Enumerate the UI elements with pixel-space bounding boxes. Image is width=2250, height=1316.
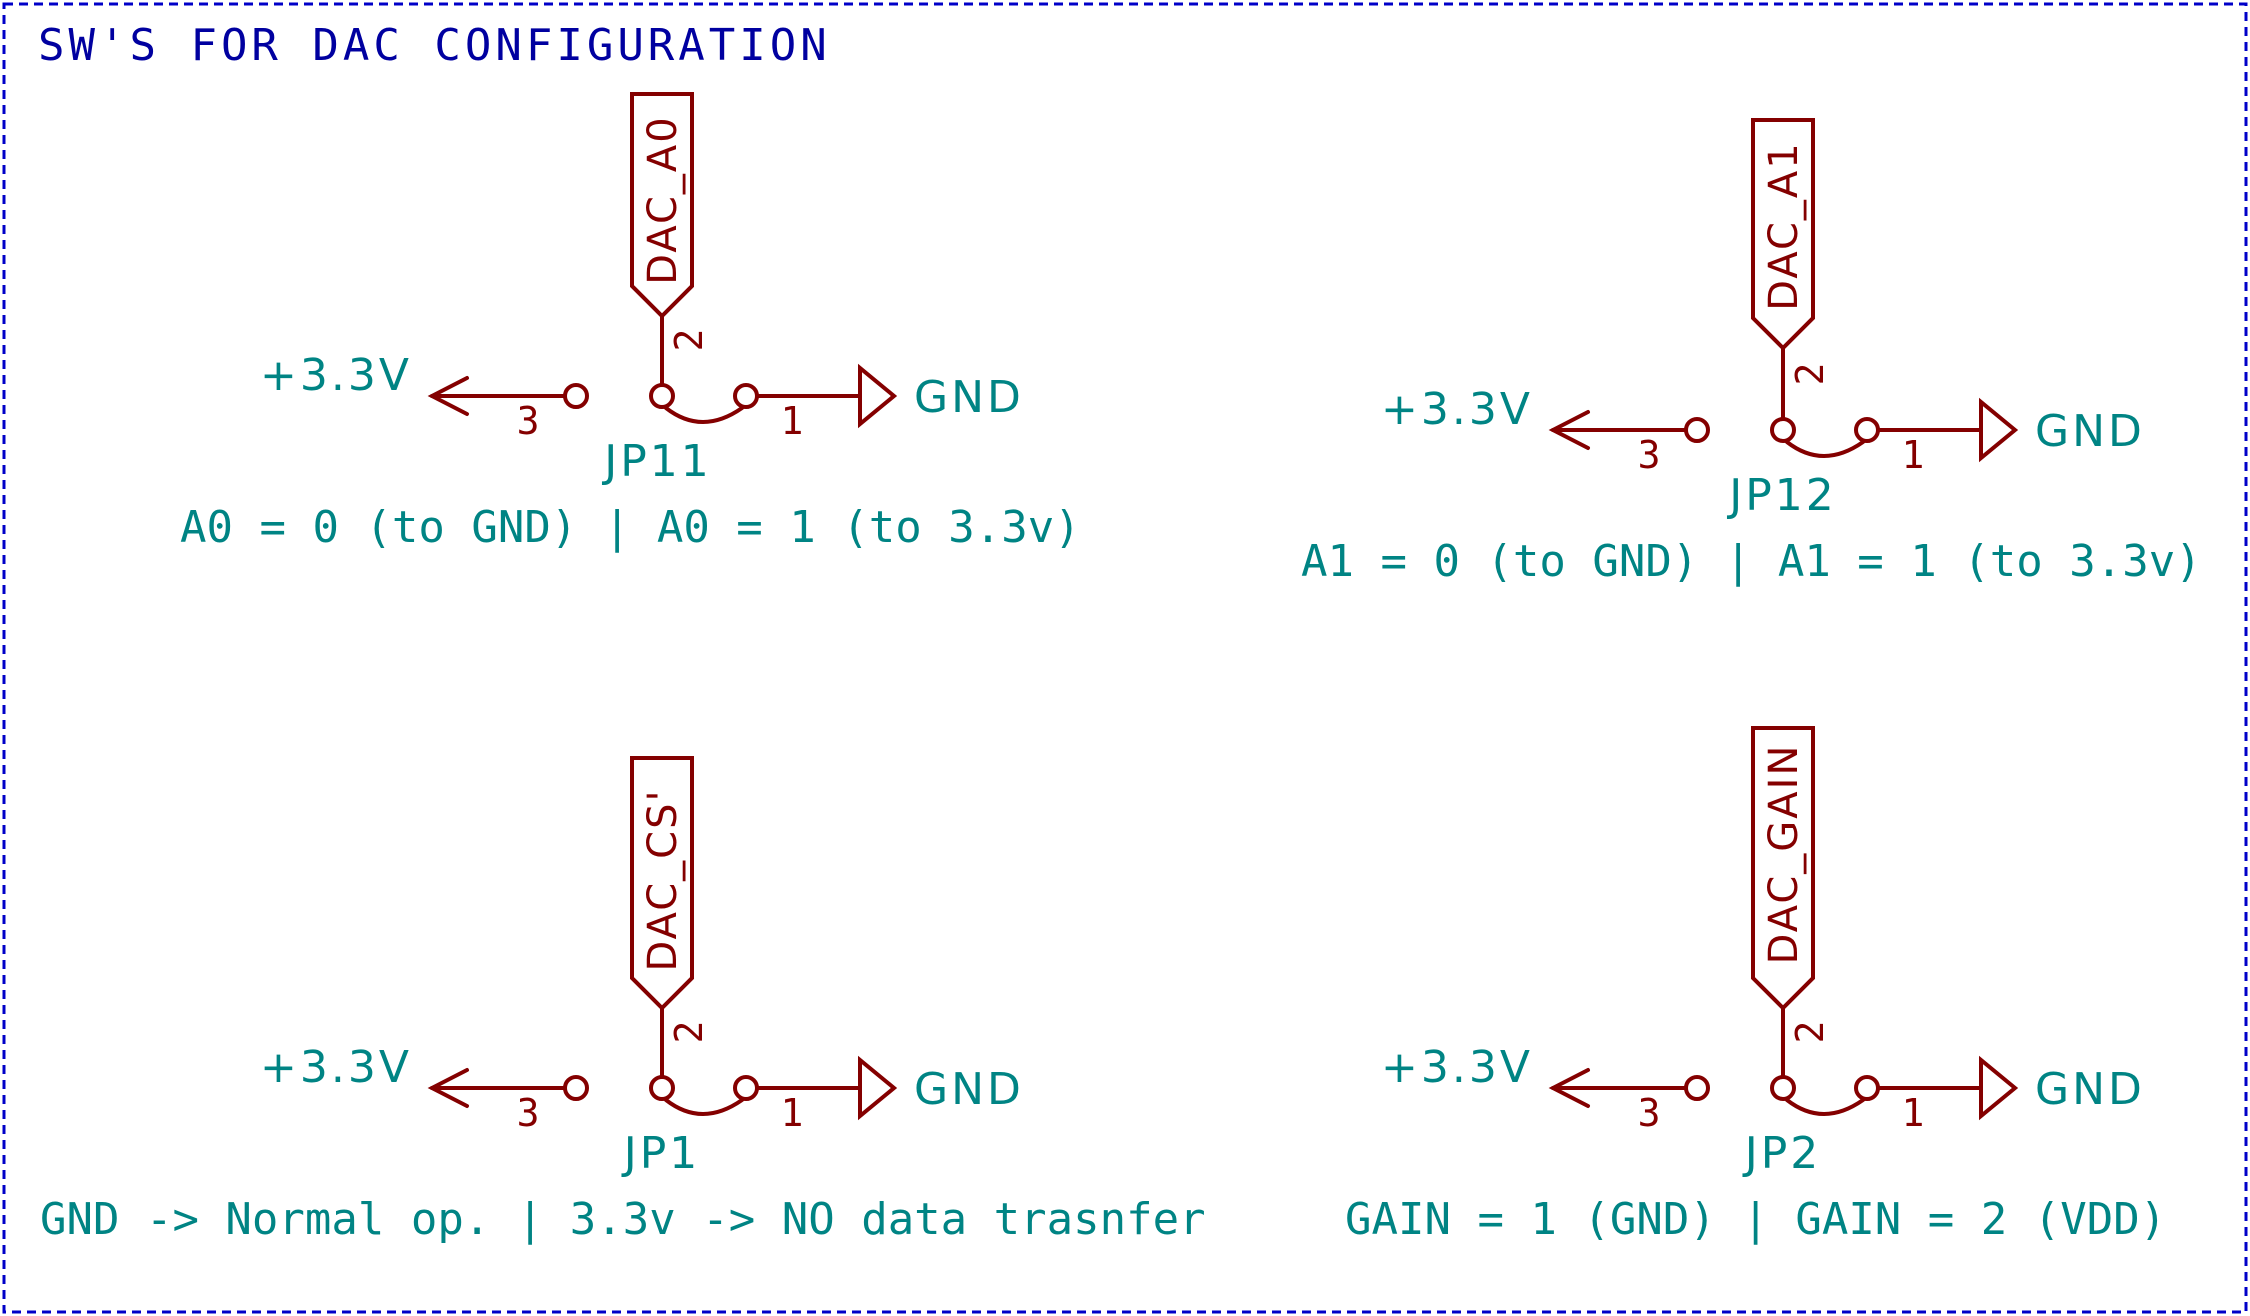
- pin1-number: 1: [1902, 1091, 1925, 1135]
- pad-1: [1854, 1075, 1880, 1101]
- pad-1: [733, 1075, 759, 1101]
- jumper-note: GND -> Normal op. | 3.3v -> NO data tras…: [40, 1194, 1206, 1245]
- net-label-text: DAC_A0: [640, 115, 686, 285]
- pad-2: [1770, 1075, 1796, 1101]
- jumper-jp1: DAC_CS' 2 GND 1 3 +3.3V JP1 GND -> Norma…: [40, 756, 1206, 1245]
- gnd-symbol: [1979, 397, 2019, 463]
- jumper-note: A1 = 0 (to GND) | A1 = 1 (to 3.3v): [1301, 536, 2202, 587]
- net-label-text: DAC_CS': [640, 788, 686, 971]
- gnd-label: GND: [914, 1064, 1024, 1115]
- net-label-flag: [1751, 726, 1815, 1011]
- net-label-text: DAC_A1: [1761, 141, 1807, 311]
- pad-2: [649, 383, 675, 409]
- gnd-symbol: [1979, 1055, 2019, 1121]
- pin3-number: 3: [1638, 433, 1661, 477]
- pad-3: [563, 383, 589, 409]
- jumper-bridge: [1785, 440, 1865, 458]
- gnd-symbol: [858, 1055, 898, 1121]
- pin1-number: 1: [781, 1091, 804, 1135]
- pin1-number: 1: [1902, 433, 1925, 477]
- sheet-title: SW'S FOR DAC CONFIGURATION: [38, 20, 831, 71]
- jumper-reference: JP1: [621, 1128, 701, 1179]
- pad-1: [1854, 417, 1880, 443]
- vcc-arrow: [1548, 410, 1590, 450]
- jumper-bridge: [1785, 1098, 1865, 1116]
- pin3-number: 3: [517, 1091, 540, 1135]
- pad-3: [1684, 1075, 1710, 1101]
- gnd-label: GND: [2035, 406, 2145, 457]
- jumper-jp2: DAC_GAIN 2 GND 1 3 +3.3V JP2 GAIN = 1 (G…: [1345, 726, 2166, 1245]
- pin2-number: 2: [1788, 1021, 1832, 1044]
- gnd-symbol: [858, 363, 898, 429]
- pin3-number: 3: [517, 399, 540, 443]
- jumper-bridge: [664, 1098, 744, 1116]
- vcc-arrow: [427, 1068, 469, 1108]
- pad-3: [563, 1075, 589, 1101]
- net-label-flag: [630, 92, 694, 319]
- jumper-jp11: DAC_A0 2 GND 1 3 +3.3V JP11 A0 = 0 (to G…: [180, 92, 1081, 553]
- pad-2: [1770, 417, 1796, 443]
- vcc-label: +3.3V: [260, 350, 412, 401]
- net-label-flag: [1751, 118, 1815, 351]
- jumper-reference: JP2: [1742, 1128, 1822, 1179]
- pad-3: [1684, 417, 1710, 443]
- pin1-number: 1: [781, 399, 804, 443]
- vcc-arrow: [1548, 1068, 1590, 1108]
- vcc-label: +3.3V: [1381, 384, 1533, 435]
- jumper-note: A0 = 0 (to GND) | A0 = 1 (to 3.3v): [180, 502, 1081, 553]
- vcc-label: +3.3V: [1381, 1042, 1533, 1093]
- pad-1: [733, 383, 759, 409]
- gnd-label: GND: [2035, 1064, 2145, 1115]
- jumper-bridge: [664, 406, 744, 424]
- jumper-reference: JP12: [1726, 470, 1837, 521]
- pad-2: [649, 1075, 675, 1101]
- pin2-number: 2: [667, 329, 711, 352]
- jumper-note: GAIN = 1 (GND) | GAIN = 2 (VDD): [1345, 1194, 2166, 1245]
- vcc-arrow: [427, 376, 469, 416]
- gnd-label: GND: [914, 372, 1024, 423]
- pin2-number: 2: [667, 1021, 711, 1044]
- jumper-reference: JP11: [601, 436, 712, 487]
- net-label-text: DAC_GAIN: [1761, 744, 1807, 965]
- vcc-label: +3.3V: [260, 1042, 412, 1093]
- pin3-number: 3: [1638, 1091, 1661, 1135]
- net-label-flag: [630, 756, 694, 1011]
- pin2-number: 2: [1788, 363, 1832, 386]
- jumper-jp12: DAC_A1 2 GND 1 3 +3.3V JP12 A1 = 0 (to G…: [1301, 118, 2202, 587]
